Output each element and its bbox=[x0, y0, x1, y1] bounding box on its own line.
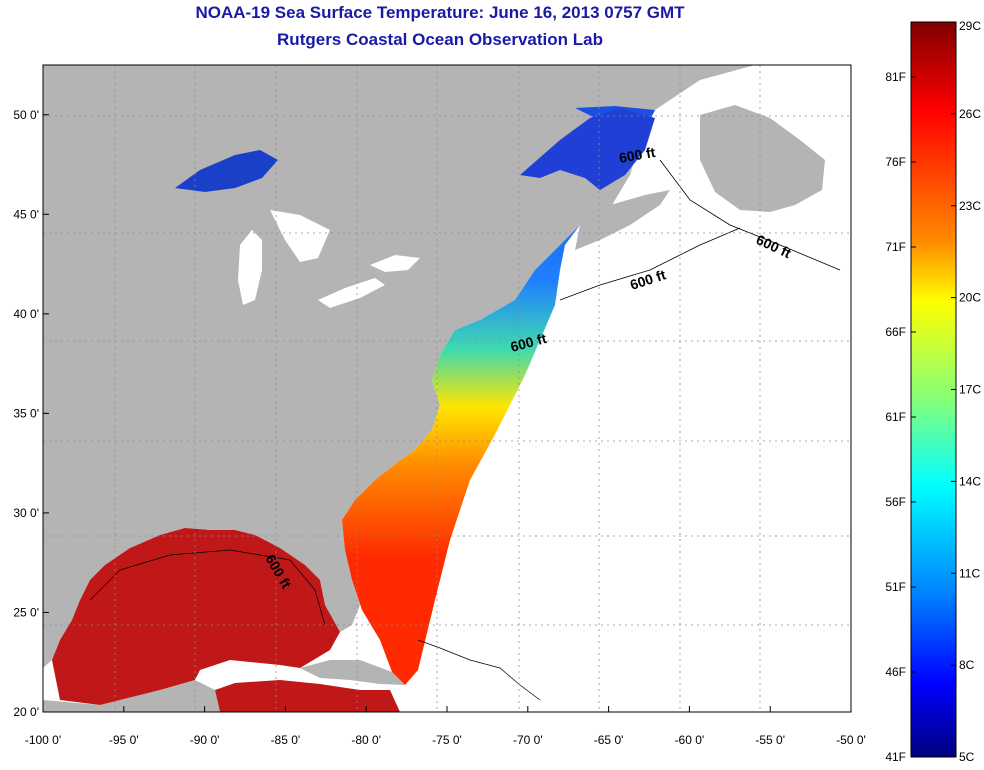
map-title: NOAA-19 Sea Surface Temperature: June 16… bbox=[195, 3, 685, 22]
longitude-tick-label: -95 0' bbox=[109, 733, 139, 747]
lake-huron bbox=[270, 210, 330, 262]
colorbar-celsius-label: 17C bbox=[959, 383, 981, 397]
longitude-tick-label: -75 0' bbox=[432, 733, 462, 747]
colorbar-celsius-label: 14C bbox=[959, 474, 981, 488]
lake-superior bbox=[175, 150, 278, 192]
latitude-tick-label: 35 0' bbox=[13, 406, 39, 420]
latitude-axis: 50 0' 45 0' 40 0' 35 0' 30 0' 25 0' 20 0' bbox=[13, 108, 49, 719]
land-north-america bbox=[43, 65, 755, 668]
longitude-tick-label: -50 0' bbox=[836, 733, 866, 747]
lake-erie bbox=[318, 278, 385, 308]
sst-gulf-st-lawrence bbox=[520, 108, 655, 190]
longitude-tick-label: -90 0' bbox=[190, 733, 220, 747]
colorbar-fahrenheit-label: 56F bbox=[885, 495, 906, 509]
colorbar-celsius-label: 29C bbox=[959, 19, 981, 33]
isobath-label: 600 ft bbox=[618, 144, 657, 166]
latitude-tick-label: 30 0' bbox=[13, 506, 39, 520]
colorbar bbox=[910, 21, 957, 758]
colorbar-celsius-label: 8C bbox=[959, 658, 975, 672]
colorbar-fahrenheit-label: 51F bbox=[885, 580, 906, 594]
shelf-contour-georges bbox=[559, 227, 741, 301]
colorbar-celsius-label: 5C bbox=[959, 750, 975, 764]
land-cuba bbox=[300, 660, 405, 685]
latitude-tick-label: 50 0' bbox=[13, 108, 39, 122]
map-subtitle: Rutgers Coastal Ocean Observation Lab bbox=[277, 30, 603, 49]
latitude-tick-label: 20 0' bbox=[13, 705, 39, 719]
latitude-tick-label: 25 0' bbox=[13, 605, 39, 619]
sst-gulf-of-mexico bbox=[52, 528, 340, 705]
colorbar-celsius-label: 26C bbox=[959, 107, 981, 121]
longitude-tick-label: -60 0' bbox=[675, 733, 705, 747]
colorbar-fahrenheit-label: 46F bbox=[885, 665, 906, 679]
sst-atlantic-swath bbox=[342, 106, 655, 685]
lake-ontario bbox=[370, 255, 420, 272]
latitude-tick-label: 45 0' bbox=[13, 207, 39, 221]
land-nova-scotia bbox=[575, 190, 670, 250]
colorbar-fahrenheit-label: 66F bbox=[885, 325, 906, 339]
shelf-contour-gulf bbox=[89, 549, 326, 626]
colorbar-fahrenheit-label: 71F bbox=[885, 240, 906, 254]
longitude-tick-label: -85 0' bbox=[271, 733, 301, 747]
land-yucatan bbox=[43, 680, 220, 712]
longitude-tick-label: -55 0' bbox=[755, 733, 785, 747]
longitude-axis: -100 0' -95 0' -90 0' -85 0' -80 0' -75 0' -70… bbox=[25, 706, 866, 747]
colorbar-fahrenheit-label: 76F bbox=[885, 155, 906, 169]
colorbar-fahrenheit-label: 81F bbox=[885, 70, 906, 84]
lake-michigan bbox=[238, 230, 262, 305]
graticule bbox=[43, 65, 851, 712]
colorbar-labels: 29C 26C 23C 20C 17C 14C 11C 8C 5C 81F 76F 71F 66F 61F… bbox=[885, 19, 981, 764]
longitude-tick-label: -80 0' bbox=[351, 733, 381, 747]
latitude-tick-label: 40 0' bbox=[13, 307, 39, 321]
colorbar-fahrenheit-label: 61F bbox=[885, 410, 906, 424]
colorbar-fahrenheit-label: 41F bbox=[885, 750, 906, 764]
longitude-tick-label: -70 0' bbox=[513, 733, 543, 747]
sst-caribbean bbox=[215, 680, 400, 712]
colorbar-celsius-label: 20C bbox=[959, 291, 981, 305]
land-newfoundland bbox=[700, 105, 825, 212]
shelf-contour-bahamas bbox=[417, 639, 541, 701]
longitude-tick-label: -65 0' bbox=[594, 733, 624, 747]
longitude-tick-label: -100 0' bbox=[25, 733, 61, 747]
colorbar-celsius-label: 11C bbox=[959, 566, 980, 580]
colorbar-celsius-label: 23C bbox=[959, 199, 981, 213]
